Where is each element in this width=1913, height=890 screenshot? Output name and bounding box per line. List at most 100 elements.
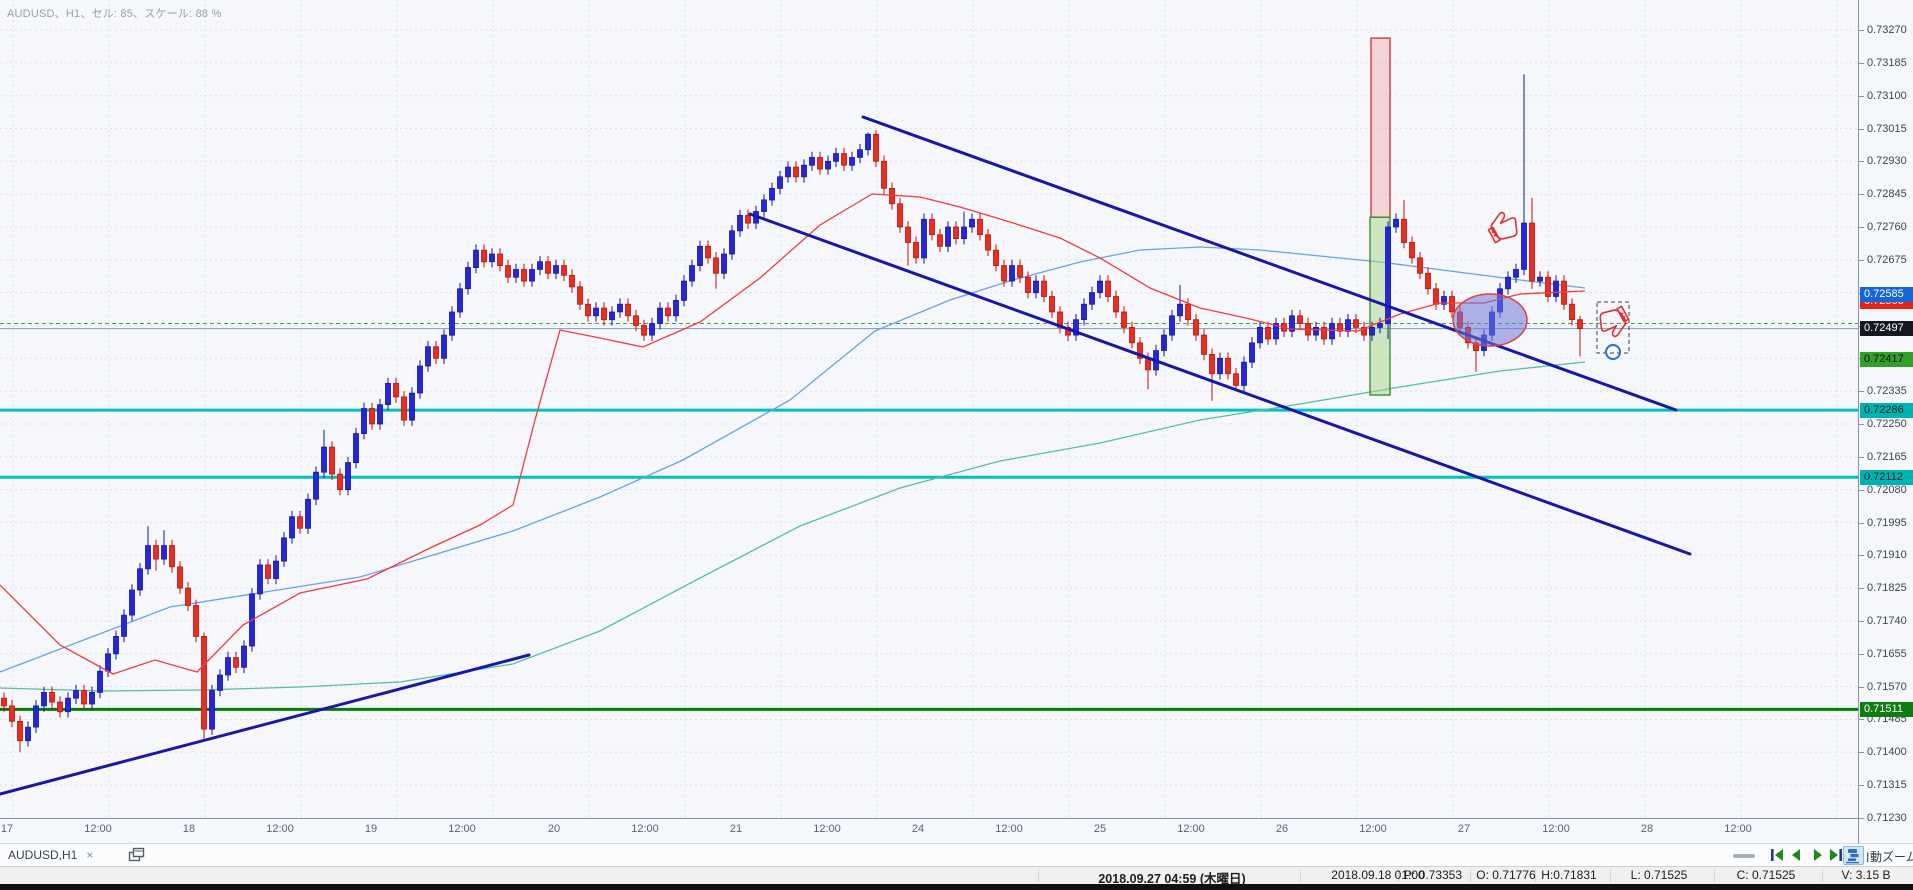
time-tick-label: 12:00 <box>1724 823 1752 835</box>
price-tick-mark <box>1859 817 1864 819</box>
price-tick-mark <box>1859 391 1864 393</box>
status-volume: V: 3.15 B <box>1841 868 1891 882</box>
level-label-71511: 0.71511 <box>1860 701 1913 717</box>
scrollbar-thumb[interactable] <box>1733 854 1755 858</box>
price-tick-mark <box>1859 456 1864 458</box>
selection-anchor-circle <box>1605 344 1621 360</box>
status-divider <box>1038 869 1039 882</box>
price-tick-label: 0.71825 <box>1867 582 1907 595</box>
price-tick-mark <box>1859 785 1864 787</box>
price-tick-label: 0.71995 <box>1867 516 1907 529</box>
status-divider <box>1398 869 1399 882</box>
tab-close-icon[interactable]: × <box>86 848 94 862</box>
price-tick-mark <box>1859 522 1864 524</box>
selection-box <box>1596 301 1630 354</box>
price-tick-mark <box>1859 489 1864 491</box>
price-tick-label: 0.72335 <box>1867 385 1907 398</box>
bid-price-label: 0.72585 <box>1860 287 1913 303</box>
price-tick-mark <box>1859 588 1864 590</box>
status-price: P: 0.73353 <box>1403 868 1463 882</box>
time-tick-label: 12:00 <box>448 823 476 835</box>
time-tick-label: 12:00 <box>84 823 112 835</box>
candlestick-chart[interactable] <box>0 0 1858 818</box>
step-back-button[interactable] <box>1788 847 1804 863</box>
auto-zoom-icon[interactable] <box>1843 846 1864 865</box>
tab-label: AUDUSD,H1 <box>8 848 78 862</box>
status-divider <box>1300 869 1301 882</box>
level-label-72417: 0.72417 <box>1860 352 1913 367</box>
status-divider <box>1470 869 1471 882</box>
chart-tab-bar: AUDUSD,H1 × <box>0 843 1913 866</box>
go-first-button[interactable] <box>1769 847 1785 863</box>
price-tick-label: 0.73100 <box>1867 89 1907 102</box>
descending-channel-upper <box>861 115 1678 412</box>
new-chart-window-icon[interactable] <box>128 847 146 868</box>
status-open: O: 0.71776 <box>1476 868 1536 882</box>
price-tick-mark <box>1859 686 1864 688</box>
price-axis[interactable]: 0.73270 0.73185 0.73100 0.73015 0.72930 0.728… <box>1858 0 1913 843</box>
price-tick-label: 0.72845 <box>1867 188 1907 201</box>
price-tick-label: 0.71570 <box>1867 680 1907 693</box>
time-tick-label: 24 <box>911 823 925 835</box>
time-tick-label: 20 <box>547 823 561 835</box>
level-label-72286: 0.72286 <box>1860 402 1913 418</box>
time-axis[interactable]: 17 12:00 18 12:00 19 12:00 20 12:00 21 12:00 24 12:… <box>0 818 1858 844</box>
status-low: L: 0.71525 <box>1630 868 1688 882</box>
tab-audusd-h1[interactable]: AUDUSD,H1 × <box>0 844 101 866</box>
price-tick-mark <box>1859 227 1864 228</box>
time-tick-label: 12:00 <box>266 823 294 835</box>
price-tick-label: 0.73015 <box>1867 122 1907 135</box>
price-tick-label: 0.73185 <box>1867 56 1907 69</box>
time-tick-label: 26 <box>1275 823 1289 835</box>
price-tick-label: 0.71230 <box>1867 811 1907 824</box>
price-tick-label: 0.72080 <box>1867 483 1907 496</box>
status-divider <box>1822 869 1823 882</box>
ma-slow-green <box>0 361 1586 692</box>
status-high: H:0.71831 <box>1541 868 1597 882</box>
price-tick-label: 0.71910 <box>1867 549 1907 562</box>
ascending-trendline <box>0 653 531 796</box>
price-tick-mark <box>1859 620 1864 622</box>
last-price-label: 0.72497 <box>1860 321 1913 337</box>
ma-fast-red <box>0 193 1586 675</box>
thumbs-up-annotation <box>1487 211 1518 244</box>
supply-zone-rect <box>1370 37 1391 218</box>
thumbs-down-annotation <box>1599 305 1630 338</box>
time-tick-label: 19 <box>364 823 378 835</box>
price-tick-mark <box>1859 752 1864 754</box>
price-tick-mark <box>1859 424 1864 425</box>
auto-zoom-label[interactable]: 自動ズーム <box>1867 850 1913 864</box>
chart-info-watermark: AUDUSD、H1、セル: 85、スケール: 88 % <box>7 8 222 20</box>
price-tick-mark <box>1859 555 1864 557</box>
price-tick-mark <box>1859 719 1864 721</box>
price-tick-mark <box>1859 259 1864 261</box>
step-forward-button[interactable] <box>1810 847 1826 863</box>
price-tick-mark <box>1859 194 1864 196</box>
price-tick-mark <box>1859 95 1864 97</box>
status-divider <box>1610 869 1611 882</box>
price-tick-label: 0.72165 <box>1867 450 1907 463</box>
price-tick-label: 0.72250 <box>1867 418 1907 430</box>
descending-channel-lower <box>748 212 1692 556</box>
window-bottom-edge <box>0 884 1913 890</box>
price-tick-label: 0.71315 <box>1867 779 1907 792</box>
level-label-72112: 0.72112 <box>1860 469 1913 485</box>
price-tick-mark <box>1859 128 1864 130</box>
time-tick-label: 12:00 <box>1177 823 1205 835</box>
price-tick-mark <box>1859 62 1864 64</box>
time-tick-label: 27 <box>1457 823 1471 835</box>
chart-canvas[interactable]: AUDUSD、H1、セル: 85、スケール: 88 % <box>0 0 1858 818</box>
status-bar-datetime: 2018.09.18 01:00 <box>1331 868 1425 882</box>
highlight-ellipse <box>1452 293 1528 347</box>
price-tick-mark <box>1859 161 1864 163</box>
status-close: C: 0.71525 <box>1736 868 1796 882</box>
time-tick-label: 18 <box>182 823 196 835</box>
status-divider <box>1714 869 1715 882</box>
time-tick-label: 28 <box>1640 823 1654 835</box>
time-tick-label: 12:00 <box>995 823 1023 835</box>
price-tick-mark <box>1859 30 1864 31</box>
go-last-button[interactable] <box>1828 847 1844 863</box>
time-tick-label: 12:00 <box>813 823 841 835</box>
time-tick-label: 21 <box>729 823 743 835</box>
